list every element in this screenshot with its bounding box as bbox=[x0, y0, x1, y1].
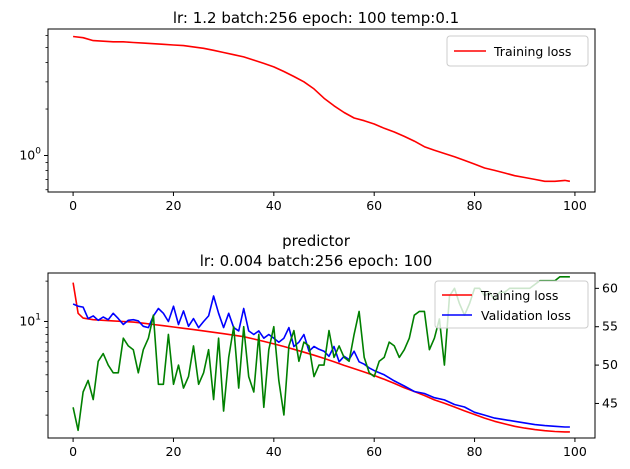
bottom-chart-title-line-1: predictor bbox=[282, 232, 351, 250]
top-line-training-loss bbox=[73, 35, 571, 183]
top-legend-label-training-loss: Training loss bbox=[493, 44, 571, 59]
bottom-legend-box bbox=[434, 280, 589, 329]
bottom-line-validation-loss bbox=[72, 295, 570, 428]
bottom-x-tick-label: 80 bbox=[467, 444, 483, 459]
bottom-y-axis-right: 45 50 55 60 bbox=[595, 280, 618, 410]
bottom-x-tick-label: 100 bbox=[563, 444, 587, 459]
top-y-axis: 100 bbox=[19, 34, 48, 191]
bottom-line-training-loss bbox=[72, 282, 570, 433]
top-x-axis: 0 20 40 60 80 100 bbox=[69, 192, 587, 213]
bottom-axes-frame bbox=[47, 272, 596, 439]
top-x-tick-label: 0 bbox=[69, 198, 77, 213]
top-x-tick-label: 20 bbox=[166, 198, 182, 213]
bottom-chart: predictor lr: 0.004 batch:256 epoch: 100… bbox=[19, 232, 618, 459]
bottom-x-tick-label: 0 bbox=[69, 444, 77, 459]
bottom-legend-label-validation-loss: Validation loss bbox=[481, 308, 571, 323]
top-legend: Training loss bbox=[446, 35, 589, 67]
bottom-y-right-tick-label: 50 bbox=[602, 357, 618, 372]
bottom-legend: Training loss Validation loss bbox=[434, 280, 589, 329]
bottom-y-right-tick-label: 45 bbox=[602, 395, 618, 410]
bottom-y-right-tick-label: 60 bbox=[602, 280, 618, 295]
top-x-tick-label: 100 bbox=[563, 198, 587, 213]
top-y-tick-label: 100 bbox=[19, 146, 41, 162]
bottom-x-tick-label: 60 bbox=[366, 444, 382, 459]
bottom-x-tick-label: 20 bbox=[166, 444, 182, 459]
top-plot-area bbox=[73, 35, 571, 183]
bottom-y-right-tick-label: 55 bbox=[602, 319, 618, 334]
top-x-tick-label: 40 bbox=[266, 198, 282, 213]
bottom-chart-title-line-2: lr: 0.004 batch:256 epoch: 100 bbox=[200, 252, 433, 270]
bottom-y-tick-label: 101 bbox=[19, 312, 41, 328]
top-legend-box bbox=[446, 35, 589, 67]
bottom-x-tick-label: 40 bbox=[266, 444, 282, 459]
bottom-y-axis-left: 101 bbox=[19, 280, 48, 416]
bottom-x-axis: 0 20 40 60 80 100 bbox=[69, 438, 587, 459]
top-axes-frame bbox=[47, 28, 596, 193]
top-x-tick-label: 60 bbox=[366, 198, 382, 213]
top-chart: lr: 1.2 batch:256 epoch: 100 temp:0.1 0 2… bbox=[19, 9, 596, 213]
top-x-tick-label: 80 bbox=[467, 198, 483, 213]
bottom-legend-label-training-loss: Training loss bbox=[480, 288, 558, 303]
top-chart-title: lr: 1.2 batch:256 epoch: 100 temp:0.1 bbox=[173, 9, 459, 27]
